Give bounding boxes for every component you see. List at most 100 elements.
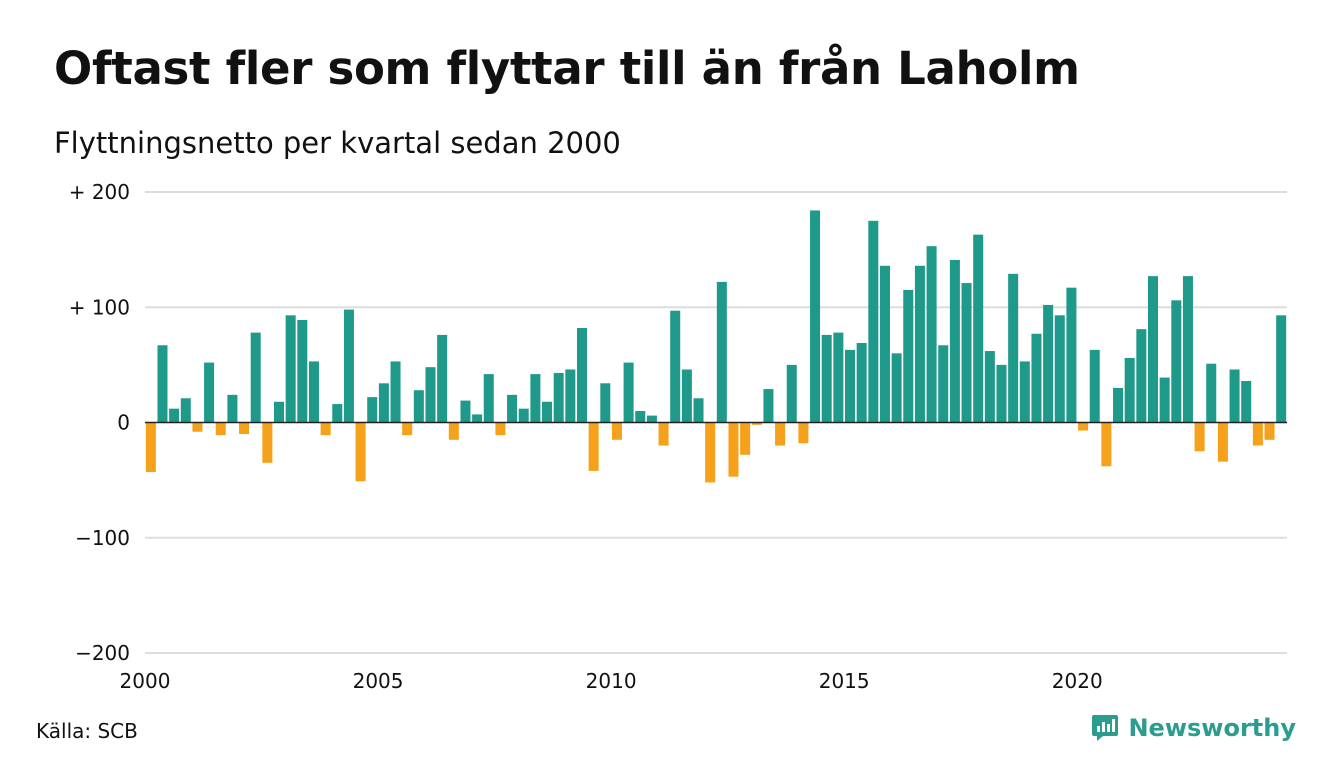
bar [961,283,972,423]
bar [1171,300,1182,423]
bar [343,309,354,423]
bar [320,422,331,436]
bar [984,351,995,423]
bar [332,404,343,423]
bar [1136,329,1147,423]
bar [180,398,191,423]
bar [740,422,751,455]
bar [1264,422,1275,440]
brand-logo: Newsworthy [1090,713,1296,743]
bar [856,342,867,423]
bar [1276,315,1287,423]
x-tick-label: 2005 [353,669,404,693]
bar [681,369,692,423]
bar [565,369,576,423]
bar [355,422,366,482]
bar [821,334,832,423]
bar [390,361,401,423]
bar [297,319,308,423]
chart-title: Oftast fler som flyttar till än från Lah… [54,42,1080,95]
bar [891,353,902,423]
bar [1229,369,1240,423]
bar [483,374,494,423]
bar [658,422,669,446]
bar [274,401,285,423]
bar [542,401,553,423]
bar [1182,276,1193,423]
bar [1054,315,1065,423]
bar [460,400,471,423]
bar [1241,381,1252,423]
bar [728,422,739,477]
bar [588,422,599,471]
bar [308,361,319,423]
x-tick-label: 2000 [120,669,171,693]
bar [437,334,448,423]
bar [1031,333,1042,423]
bar [215,422,226,436]
y-axis-labels: + 200 + 100 0 −100 −200 [69,180,130,665]
bar [378,383,389,423]
bar [775,422,786,446]
bar [938,345,949,423]
bar [868,220,879,423]
bar [250,332,261,423]
x-tick-label: 2015 [819,669,870,693]
bar-chart: + 200 + 100 0 −100 −200 2000 2005 2010 2015 2020 [69,180,1287,693]
bar [472,414,483,423]
bar [507,394,518,423]
bar [810,210,821,423]
bar [611,422,622,440]
bar [914,265,925,423]
bar [530,374,541,423]
bars [145,210,1287,483]
bar [600,383,611,423]
bar [1124,357,1135,423]
bar [518,408,529,423]
bar [751,422,762,425]
chart-subtitle: Flyttningsnetto per kvartal sedan 2000 [54,126,621,160]
bar [693,398,704,423]
y-tick-label: 0 [117,411,130,435]
bar [833,332,844,423]
bar [192,422,203,432]
bar [495,422,506,436]
source-note: Källa: SCB [36,719,138,743]
gridlines [145,191,1287,654]
y-tick-label: −100 [75,526,130,550]
bar [553,372,564,423]
bar [798,422,809,444]
bar [1089,349,1100,423]
y-tick-label: + 100 [69,295,130,319]
x-tick-label: 2020 [1052,669,1103,693]
bar [425,367,436,423]
bar [402,422,413,436]
bar [1217,422,1228,462]
bar [1019,361,1030,423]
bar [1194,422,1205,452]
bar [1008,273,1019,423]
bar [845,349,856,423]
bar [926,246,937,423]
y-tick-label: −200 [75,641,130,665]
brand-name: Newsworthy [1128,714,1296,742]
bar [1159,377,1170,423]
bar [670,310,681,423]
bar [1206,363,1217,423]
x-axis-labels: 2000 2005 2010 2015 2020 [120,669,1103,693]
bar [367,397,378,423]
bar [635,410,646,423]
bar [448,422,459,440]
bar [1252,422,1263,446]
bar [949,260,960,423]
bar [576,328,587,423]
bar [413,390,424,423]
bar [705,422,716,483]
bar [973,234,984,423]
bar [262,422,273,463]
bar [227,394,238,423]
bar [157,345,168,423]
bar [285,315,296,423]
bar [1078,422,1089,431]
bar [646,415,657,423]
